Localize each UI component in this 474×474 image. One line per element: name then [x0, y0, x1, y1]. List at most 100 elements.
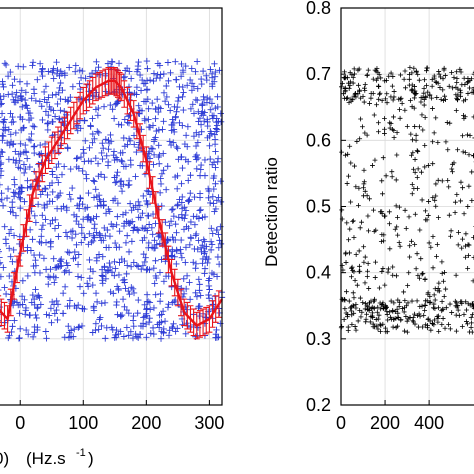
blue-point [113, 221, 120, 228]
black-point [339, 207, 345, 213]
blue-point [59, 310, 67, 317]
blue-point [137, 214, 144, 221]
blue-point [10, 189, 17, 196]
black-point [468, 325, 474, 330]
blue-point [57, 189, 64, 197]
blue-point [140, 314, 147, 321]
black-point [361, 185, 366, 191]
blue-point [168, 121, 176, 129]
blue-point [88, 239, 95, 246]
error-bar [193, 311, 200, 340]
black-point [353, 252, 359, 258]
blue-point [24, 184, 31, 192]
blue-point [163, 93, 171, 101]
black-point [360, 93, 366, 99]
blue-point [199, 242, 206, 249]
blue-point [79, 167, 86, 175]
black-point [350, 303, 356, 309]
blue-point [200, 236, 207, 243]
blue-point [72, 62, 79, 69]
blue-point [128, 284, 135, 291]
black-point [383, 329, 389, 335]
blue-point [217, 240, 225, 248]
blue-point [39, 116, 46, 124]
black-point [439, 322, 445, 327]
black-point [358, 314, 364, 320]
error-bar [29, 179, 36, 208]
blue-point [43, 335, 50, 342]
blue-point [81, 158, 88, 165]
black-point [407, 315, 413, 321]
error-bar [0, 295, 2, 323]
blue-point [165, 300, 172, 308]
black-point [430, 139, 436, 145]
blue-point [114, 200, 122, 207]
blue-point [206, 142, 213, 149]
black-point [398, 95, 404, 101]
black-point [430, 106, 435, 111]
black-point [469, 320, 474, 326]
blue-point [173, 143, 180, 151]
black-point [367, 319, 373, 325]
error-bar [14, 255, 21, 284]
black-point [435, 80, 441, 86]
black-point [382, 116, 387, 121]
blue-point [139, 209, 146, 217]
blue-point [86, 256, 93, 264]
blue-point [192, 289, 199, 297]
black-point [395, 323, 400, 329]
blue-point [87, 123, 94, 130]
blue-point [60, 163, 68, 170]
blue-point [4, 185, 12, 193]
blue-point [122, 209, 130, 216]
blue-point [137, 322, 145, 330]
error-bar [64, 111, 71, 140]
blue-point [0, 326, 2, 327]
blue-point [108, 220, 115, 228]
black-point [433, 115, 439, 121]
black-point [426, 199, 431, 204]
blue-point [177, 250, 185, 257]
blue-point [212, 148, 219, 155]
black-point [354, 139, 360, 144]
blue-point [51, 113, 59, 120]
black-point [384, 91, 390, 97]
error-bar [32, 171, 39, 199]
black-point [384, 77, 389, 83]
blue-point [198, 102, 206, 109]
black-point [394, 273, 399, 279]
blue-point [40, 201, 48, 209]
black-point [377, 91, 382, 97]
black-point [422, 307, 428, 313]
blue-point [67, 195, 75, 203]
black-point [357, 88, 362, 94]
blue-point [80, 149, 88, 157]
blue-point [173, 76, 180, 84]
black-point [443, 305, 449, 311]
blue-point [0, 300, 2, 302]
black-point [416, 311, 422, 317]
blue-point [20, 124, 28, 131]
blue-point [207, 155, 214, 163]
black-point [469, 198, 474, 204]
blue-point [67, 327, 75, 334]
blue-point [195, 303, 202, 310]
blue-point [59, 87, 66, 94]
blue-point [49, 118, 57, 126]
blue-point [42, 216, 49, 223]
black-point [361, 259, 367, 265]
blue-point [28, 130, 35, 138]
blue-point [0, 83, 7, 91]
blue-point [49, 217, 56, 224]
black-point [419, 303, 425, 309]
blue-point [173, 108, 180, 115]
black-point [357, 136, 363, 142]
blue-point [132, 173, 139, 180]
black-point [378, 239, 384, 244]
black-point [435, 215, 441, 221]
blue-point [125, 248, 133, 256]
black-point [471, 153, 474, 159]
black-point [342, 152, 348, 158]
blue-point [22, 165, 29, 173]
black-point [352, 163, 357, 169]
